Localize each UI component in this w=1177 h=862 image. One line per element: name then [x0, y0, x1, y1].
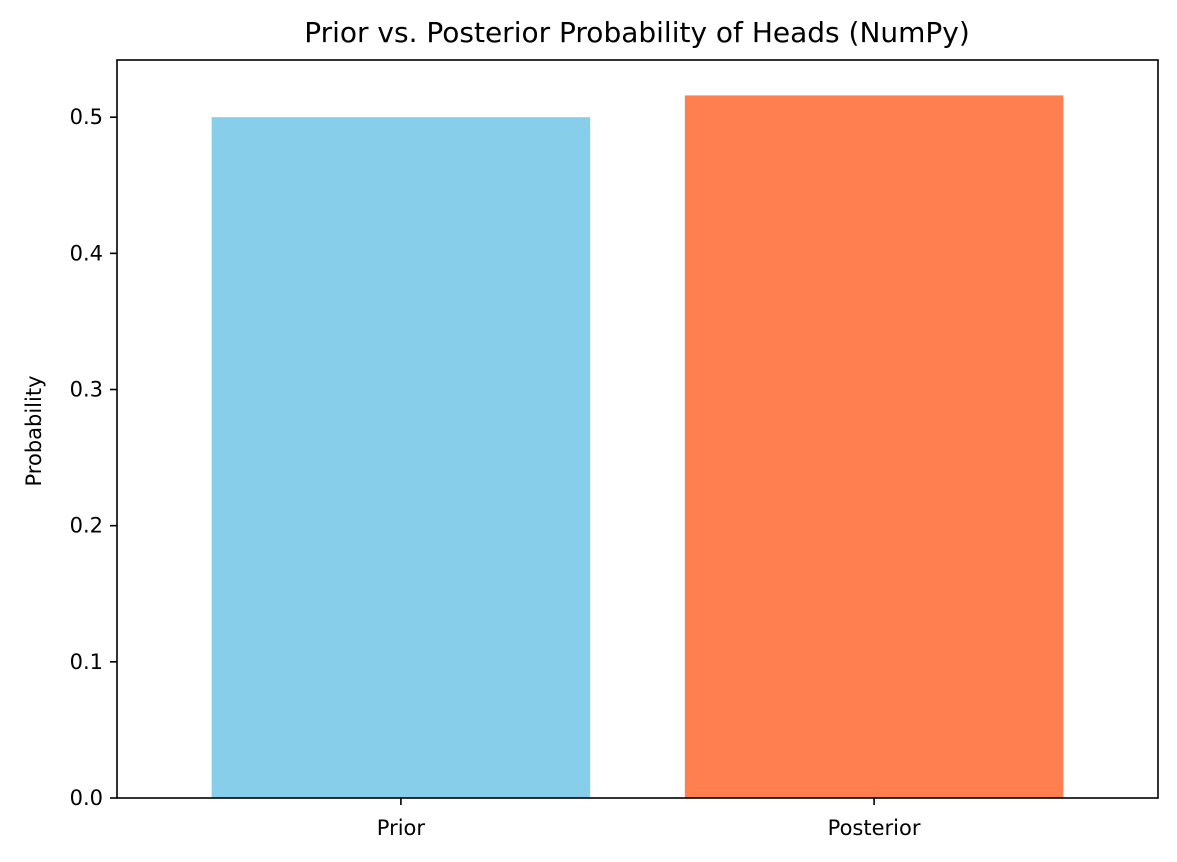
y-axis-ticks: 0.0 0.1 0.2 0.3 0.4 0.5 — [70, 105, 117, 810]
x-axis-ticks: Prior Posterior — [377, 798, 921, 840]
bars-group — [211, 95, 1064, 799]
y-tick-label: 0.0 — [70, 786, 103, 810]
x-tick-label: Prior — [377, 816, 426, 840]
bar-prior — [211, 117, 591, 799]
y-tick-label: 0.2 — [70, 514, 103, 538]
bar-posterior — [684, 95, 1064, 798]
plot-frame — [116, 59, 1159, 799]
x-tick-label: Posterior — [828, 816, 921, 840]
y-tick-label: 0.3 — [70, 378, 103, 402]
y-tick-label: 0.1 — [70, 650, 103, 674]
chart-title: Prior vs. Posterior Probability of Heads… — [304, 16, 970, 49]
y-tick-label: 0.4 — [70, 241, 103, 265]
y-tick-label: 0.5 — [70, 105, 103, 129]
y-axis-label: Probability — [22, 375, 46, 486]
